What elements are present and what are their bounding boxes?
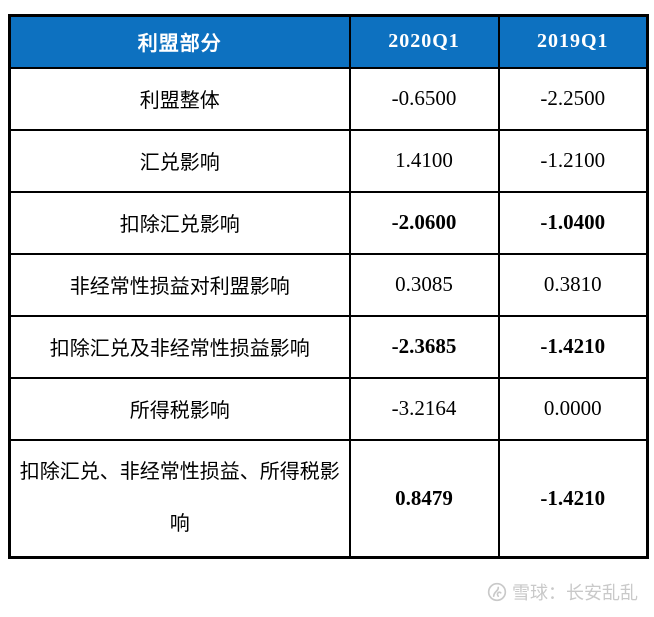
value-2020q1: 0.3085: [348, 252, 500, 317]
header-cell-category: 利盟部分: [8, 14, 351, 69]
value-2020q1: -3.2164: [348, 376, 500, 441]
value-2019q1: -1.0400: [497, 190, 649, 255]
value-2019q1: 0.3810: [497, 252, 649, 317]
value-2020q1: -0.6500: [348, 66, 500, 131]
watermark: 雪球：长安乱乱: [487, 579, 638, 605]
row-label: 利盟整体: [8, 66, 351, 131]
value-2019q1: 0.0000: [497, 376, 649, 441]
value-2020q1: -2.0600: [348, 190, 500, 255]
row-label: 扣除汇兑及非经常性损益影响: [8, 314, 351, 379]
row-label: 扣除汇兑、非经常性损益、所得税影响: [8, 438, 351, 559]
header-cell-2019q1: 2019Q1: [497, 14, 649, 69]
xueqiu-logo-icon: [487, 582, 507, 602]
value-2019q1: -1.4210: [497, 314, 649, 379]
row-label: 非经常性损益对利盟影响: [8, 252, 351, 317]
header-row: 利盟部分 2020Q1 2019Q1: [8, 14, 649, 69]
value-2020q1: 1.4100: [348, 128, 500, 193]
financial-table: 利盟部分 2020Q1 2019Q1 利盟整体 -0.6500 -2.2500 …: [8, 14, 649, 559]
value-2019q1: -1.4210: [497, 438, 649, 559]
table-row: 汇兑影响 1.4100 -1.2100: [8, 128, 649, 193]
row-label: 扣除汇兑影响: [8, 190, 351, 255]
value-2020q1: -2.3685: [348, 314, 500, 379]
table-row: 扣除汇兑影响 -2.0600 -1.0400: [8, 190, 649, 255]
row-label: 所得税影响: [8, 376, 351, 441]
table-row: 扣除汇兑及非经常性损益影响 -2.3685 -1.4210: [8, 314, 649, 379]
table-row: 利盟整体 -0.6500 -2.2500: [8, 66, 649, 131]
table-row: 扣除汇兑、非经常性损益、所得税影响 0.8479 -1.4210: [8, 438, 649, 559]
value-2019q1: -1.2100: [497, 128, 649, 193]
value-2020q1: 0.8479: [348, 438, 500, 559]
table-row: 非经常性损益对利盟影响 0.3085 0.3810: [8, 252, 649, 317]
watermark-text: 雪球：长安乱乱: [512, 583, 638, 603]
row-label: 汇兑影响: [8, 128, 351, 193]
value-2019q1: -2.2500: [497, 66, 649, 131]
table-row: 所得税影响 -3.2164 0.0000: [8, 376, 649, 441]
header-cell-2020q1: 2020Q1: [348, 14, 500, 69]
